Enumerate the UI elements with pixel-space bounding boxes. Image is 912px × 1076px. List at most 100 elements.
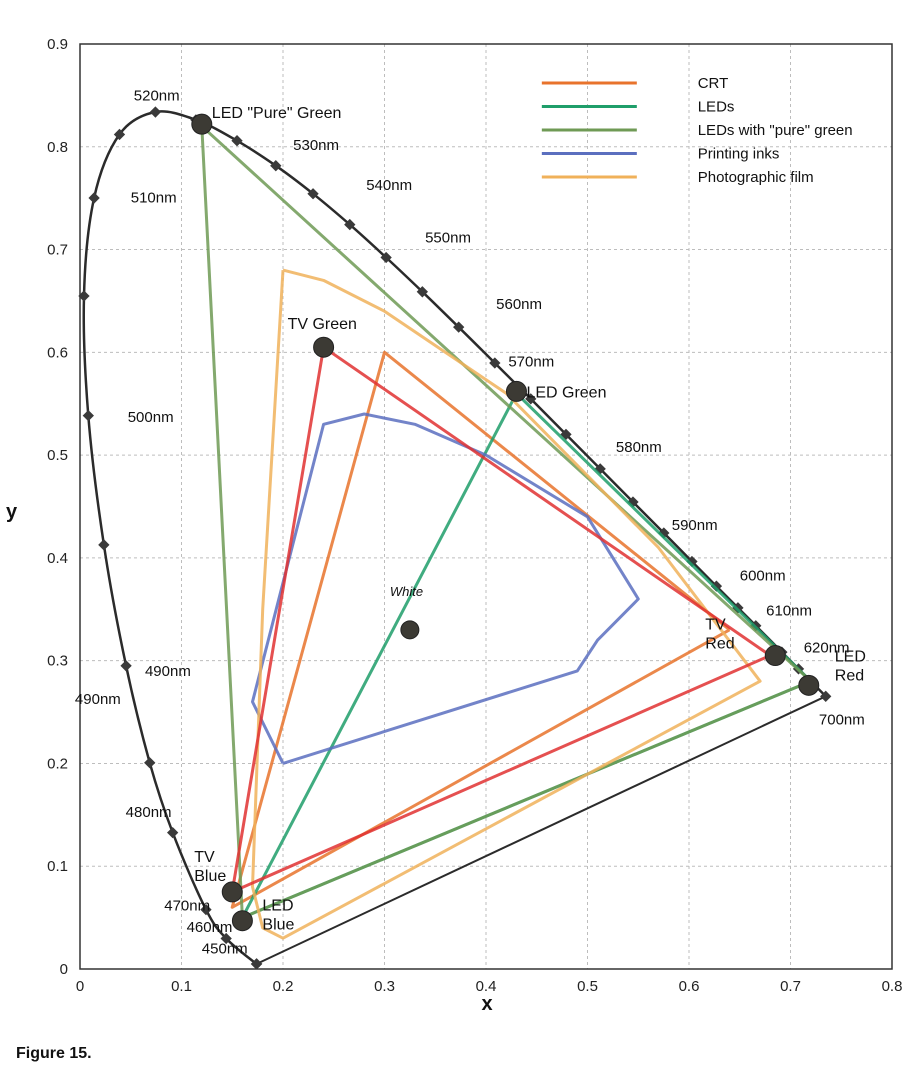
x-tick-label: 0.2 [273, 978, 294, 995]
x-tick-label: 0 [76, 978, 84, 995]
legend: CRT LEDs LEDs with "pure" green Printing in… [541, 75, 853, 186]
locus-marker [220, 932, 232, 945]
y-tick-label: 0.1 [47, 858, 68, 875]
wavelength-label: 550nm [425, 229, 471, 246]
y-tick-label: 0.5 [47, 447, 68, 464]
wavelength-label: 490nm [145, 663, 191, 680]
figure-caption: Figure 15. [16, 1045, 92, 1062]
locus-marker [231, 135, 243, 147]
locus-marker [453, 321, 465, 333]
wavelength-label: 480nm [126, 804, 172, 821]
wavelength-label: 500nm [128, 409, 174, 426]
y-tick-label: 0 [60, 961, 68, 978]
wavelength-label: 590nm [672, 517, 718, 534]
x-tick-label: 0.7 [780, 978, 801, 995]
wavelength-label: 620nm [804, 639, 850, 656]
primary-label-line: Blue [262, 917, 294, 934]
primary-label: LED "Pure" Green [212, 105, 342, 122]
x-tick-label: 0.5 [577, 978, 598, 995]
primary-label-line: Blue [194, 868, 226, 885]
primary-label: TV Blue [194, 849, 226, 885]
locus-marker [525, 393, 537, 405]
locus-marker [710, 580, 723, 592]
tv-gamut-line [230, 345, 772, 894]
purple-line [256, 695, 827, 965]
spectral-locus [78, 106, 832, 970]
wavelength-label: 600nm [740, 568, 786, 585]
wavelength-label: 580nm [616, 439, 662, 456]
gamut-series [200, 124, 812, 940]
locus-marker [200, 903, 212, 916]
primary-marker [400, 620, 420, 640]
wavelength-label: 540nm [366, 177, 412, 194]
primary-label: White [390, 584, 423, 599]
primary-marker [764, 645, 786, 667]
locus-marker [686, 555, 698, 568]
wavelength-label: 610nm [766, 602, 812, 619]
primary-marker [505, 380, 527, 402]
locus-marker [270, 160, 282, 172]
primary-marker [191, 113, 213, 135]
primary-label-line: LED [835, 648, 866, 665]
locus-marker [416, 286, 429, 298]
series-line [251, 268, 762, 940]
series-line [251, 412, 640, 765]
primary-marker [221, 881, 243, 903]
wavelength-label: 490nm [75, 691, 121, 708]
y-tick-label: 0.4 [47, 550, 68, 567]
x-tick-label: 0.3 [374, 978, 395, 995]
primary-label: LED Green [526, 384, 606, 401]
locus-marker [489, 357, 501, 369]
primary-label: LED Red [835, 648, 866, 684]
x-tick-label: 0.1 [171, 978, 192, 995]
tick-labels: 0 0.1 0.2 0.3 0.4 0.5 0.6 0.7 0.8 0 0.1 0.2 0.3 0.4 0.… [47, 36, 902, 995]
primary-label: TV Green [288, 316, 357, 333]
legend-label: CRT [698, 75, 729, 92]
y-tick-label: 0.7 [47, 242, 68, 259]
wavelength-label: 700nm [819, 711, 865, 728]
y-tick-label: 0.9 [47, 36, 68, 53]
locus-marker [820, 690, 832, 702]
locus-marker [307, 188, 319, 200]
series-line [230, 350, 731, 909]
plot-frame [79, 43, 893, 970]
wavelength-label: 520nm [134, 88, 180, 105]
legend-label: LEDs [698, 99, 735, 116]
primary-marker [313, 336, 335, 358]
legend-label: Photographic film [698, 169, 814, 186]
y-tick-label: 0.6 [47, 344, 68, 361]
x-axis-label: x [481, 993, 492, 1015]
x-tick-label: 0.6 [679, 978, 700, 995]
primary-label-line: TV [705, 617, 726, 634]
y-tick-label: 0.3 [47, 653, 68, 670]
y-axis-label: y [6, 501, 18, 523]
locus-marker [344, 218, 356, 231]
primary-marker [231, 910, 253, 932]
wavelength-label: 570nm [508, 354, 554, 371]
locus-marker [144, 757, 156, 769]
y-tick-label: 0.2 [47, 755, 68, 772]
primary-label: TV Red [705, 617, 734, 653]
locus-marker [380, 251, 392, 264]
primary-label-line: Red [835, 667, 864, 684]
wavelength-label: 560nm [496, 296, 542, 313]
x-tick-label: 0.4 [476, 978, 497, 995]
legend-label: Printing inks [698, 146, 780, 163]
wavelength-labels: 450nm 460nm 470nm 480nm 490nm 490nm 500nm 510nm… [75, 88, 865, 958]
primary-label: LED Blue [262, 898, 294, 934]
wavelength-label: 450nm [202, 941, 248, 958]
x-tick-label: 0.8 [882, 978, 903, 995]
wavelength-label: 460nm [187, 919, 233, 936]
primary-label-line: LED [262, 898, 293, 915]
legend-label: LEDs with "pure" green [698, 122, 853, 139]
wavelength-label: 510nm [131, 189, 177, 206]
primary-label-line: TV [194, 849, 215, 866]
primary-marker [798, 674, 820, 696]
primary-label-line: Red [705, 636, 734, 653]
series-line [200, 124, 812, 920]
locus-marker [167, 826, 179, 839]
wavelength-label: 530nm [293, 137, 339, 154]
wavelength-label: 470nm [164, 897, 210, 914]
